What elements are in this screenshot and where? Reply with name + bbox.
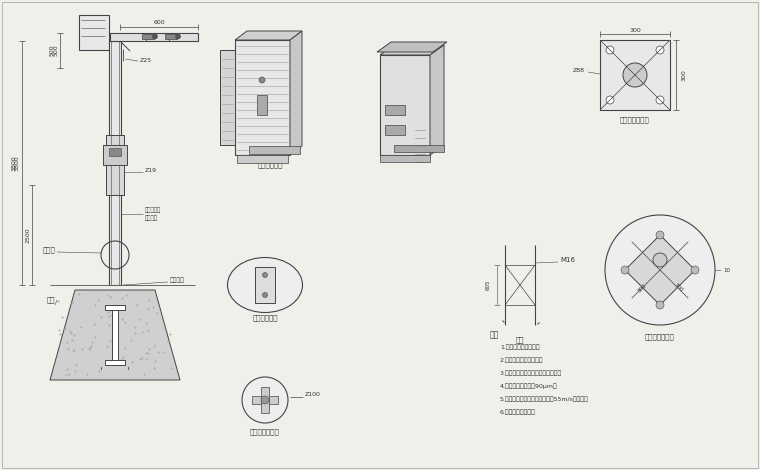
Bar bbox=[252, 396, 278, 404]
Text: 说明: 说明 bbox=[490, 330, 499, 339]
Bar bbox=[261, 387, 269, 413]
Polygon shape bbox=[625, 235, 695, 305]
Circle shape bbox=[656, 96, 664, 104]
Bar bbox=[106, 135, 124, 195]
Text: 地笼: 地笼 bbox=[516, 337, 524, 343]
Text: 底座法兰正视图: 底座法兰正视图 bbox=[620, 117, 650, 123]
Polygon shape bbox=[235, 40, 290, 155]
Circle shape bbox=[262, 273, 268, 277]
Circle shape bbox=[259, 77, 265, 83]
Polygon shape bbox=[50, 290, 180, 380]
Text: 上段表面色: 上段表面色 bbox=[145, 207, 161, 213]
Circle shape bbox=[656, 301, 664, 309]
Polygon shape bbox=[235, 31, 302, 40]
Circle shape bbox=[656, 46, 664, 54]
Text: 3800: 3800 bbox=[12, 155, 17, 171]
Text: 500: 500 bbox=[53, 44, 59, 56]
Polygon shape bbox=[377, 42, 447, 52]
Text: 底座法兰: 底座法兰 bbox=[170, 277, 185, 283]
Text: 3.喷涂后不再进行任何加工和焊接。: 3.喷涂后不再进行任何加工和焊接。 bbox=[500, 370, 562, 376]
Circle shape bbox=[605, 215, 715, 325]
Text: 地笼: 地笼 bbox=[46, 297, 55, 303]
Circle shape bbox=[656, 231, 664, 239]
Circle shape bbox=[261, 396, 269, 404]
Circle shape bbox=[242, 377, 288, 423]
Bar bbox=[385, 105, 405, 115]
Text: 605: 605 bbox=[486, 280, 491, 290]
Bar bbox=[109, 148, 121, 156]
Text: 4.钙管開锌等管护为90μm。: 4.钙管開锌等管护为90μm。 bbox=[500, 383, 558, 389]
Bar bbox=[110, 33, 198, 41]
Bar bbox=[237, 155, 288, 163]
Circle shape bbox=[653, 253, 667, 267]
Text: M16: M16 bbox=[560, 257, 575, 263]
Bar bbox=[105, 305, 125, 310]
Text: 300: 300 bbox=[637, 282, 648, 293]
Ellipse shape bbox=[227, 258, 302, 313]
Text: 2.上下法兰加密封连接。: 2.上下法兰加密封连接。 bbox=[500, 357, 543, 362]
Polygon shape bbox=[142, 34, 154, 39]
Text: 500: 500 bbox=[50, 45, 55, 56]
Circle shape bbox=[262, 292, 268, 298]
Text: 下段烟色: 下段烟色 bbox=[145, 215, 158, 221]
Bar bbox=[380, 155, 430, 162]
Text: Ζ88: Ζ88 bbox=[573, 68, 585, 72]
Bar bbox=[79, 15, 109, 50]
Text: 5.立杆、敷骨和其它部件应能抗55m/s的风速。: 5.立杆、敷骨和其它部件应能抗55m/s的风速。 bbox=[500, 396, 589, 401]
Text: 3800: 3800 bbox=[14, 155, 20, 171]
Circle shape bbox=[691, 266, 699, 274]
Polygon shape bbox=[380, 55, 430, 155]
Text: 600: 600 bbox=[154, 21, 165, 25]
Text: 300: 300 bbox=[682, 69, 686, 81]
Text: Ζ25: Ζ25 bbox=[140, 58, 152, 63]
Text: Ζ100: Ζ100 bbox=[305, 392, 321, 398]
Circle shape bbox=[176, 34, 181, 39]
Text: 1.主干为国标镶锌管。: 1.主干为国标镶锌管。 bbox=[500, 344, 540, 350]
Text: Ζ19: Ζ19 bbox=[145, 167, 157, 172]
Bar bbox=[394, 145, 444, 152]
Bar bbox=[255, 267, 275, 303]
Text: 10: 10 bbox=[723, 267, 730, 273]
Polygon shape bbox=[380, 45, 444, 55]
Circle shape bbox=[606, 46, 614, 54]
Circle shape bbox=[606, 96, 614, 104]
Text: 300: 300 bbox=[629, 28, 641, 32]
Text: 维修孔放大图: 维修孔放大图 bbox=[252, 315, 277, 321]
Text: 抮机法兰放大图: 抮机法兰放大图 bbox=[250, 429, 280, 435]
Bar bbox=[112, 305, 118, 360]
Text: 300: 300 bbox=[673, 282, 683, 293]
Polygon shape bbox=[430, 45, 444, 155]
Bar bbox=[105, 360, 125, 365]
Text: 底座法兰放大图: 底座法兰放大图 bbox=[645, 334, 675, 340]
Text: 6.棍棒、避雷针可折: 6.棍棒、避雷针可折 bbox=[500, 409, 536, 415]
Text: 防水筱放大图: 防水筱放大图 bbox=[257, 162, 283, 168]
Circle shape bbox=[153, 34, 157, 39]
Polygon shape bbox=[165, 34, 177, 39]
Bar bbox=[257, 95, 267, 115]
Circle shape bbox=[621, 266, 629, 274]
Text: 2500: 2500 bbox=[26, 227, 30, 243]
Bar bbox=[385, 125, 405, 135]
Bar bbox=[103, 145, 127, 165]
Bar bbox=[109, 41, 121, 285]
Bar bbox=[600, 40, 670, 110]
Polygon shape bbox=[290, 31, 302, 155]
Bar bbox=[249, 146, 300, 154]
Text: 维修孔: 维修孔 bbox=[43, 247, 55, 253]
Circle shape bbox=[623, 63, 647, 87]
Polygon shape bbox=[220, 50, 235, 145]
